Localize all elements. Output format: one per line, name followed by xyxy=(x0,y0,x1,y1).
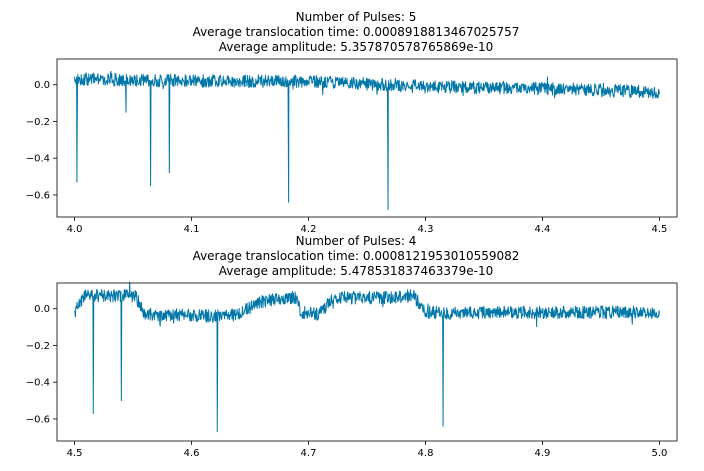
y-tick-label: −0.6 xyxy=(26,414,50,425)
plot-frame xyxy=(56,58,678,218)
plot-frame xyxy=(56,282,678,442)
chart-title-line: Average translocation time: 0.0008121953… xyxy=(193,249,520,263)
x-tick-label: 4.5 xyxy=(67,448,83,459)
x-tick-label: 4.9 xyxy=(535,448,551,459)
y-tick-label: −0.2 xyxy=(26,341,50,352)
y-tick-label: −0.6 xyxy=(26,190,50,201)
y-tick-label: −0.2 xyxy=(26,117,50,128)
y-tick-label: 0.0 xyxy=(34,80,50,91)
y-tick-label: −0.4 xyxy=(26,154,50,165)
chart-title-line: Number of Pulses: 5 xyxy=(296,10,417,24)
y-tick-label: 0.0 xyxy=(34,304,50,315)
x-tick-label: 4.1 xyxy=(184,224,200,235)
chart-title-line: Average translocation time: 0.0008918813… xyxy=(193,25,520,39)
x-tick-label: 4.3 xyxy=(418,224,434,235)
y-tick-label: −0.4 xyxy=(26,378,50,389)
chart-title-line: Average amplitude: 5.357870578765869e-10 xyxy=(219,40,494,54)
x-tick-label: 4.5 xyxy=(651,224,667,235)
chart-title-line: Number of Pulses: 4 xyxy=(296,234,417,248)
x-tick-label: 5.0 xyxy=(651,448,667,459)
x-tick-label: 4.2 xyxy=(301,224,317,235)
x-tick-label: 4.4 xyxy=(535,224,551,235)
signal-trace xyxy=(74,281,660,433)
x-tick-label: 4.7 xyxy=(301,448,317,459)
x-tick-label: 4.6 xyxy=(184,448,200,459)
signal-trace xyxy=(74,70,660,211)
x-tick-label: 4.8 xyxy=(418,448,434,459)
chart-title-line: Average amplitude: 5.478531837463379e-10 xyxy=(219,264,494,278)
x-tick-label: 4.0 xyxy=(67,224,83,235)
